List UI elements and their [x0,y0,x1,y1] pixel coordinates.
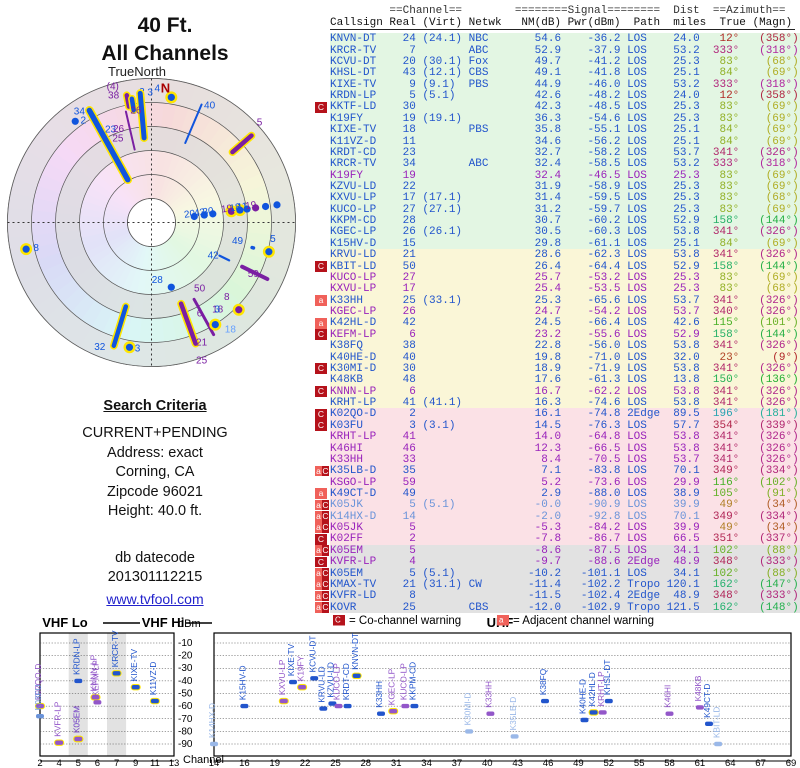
svg-text:= Co-channel warning: = Co-channel warning [349,615,461,627]
svg-text:61: 61 [695,758,706,768]
svg-text:34: 34 [421,758,432,768]
svg-text:C: C [335,616,341,625]
svg-text:52: 52 [604,758,615,768]
svg-text:-90: -90 [178,739,193,750]
svg-text:13: 13 [169,758,180,768]
svg-text:19: 19 [269,758,280,768]
svg-text:KIXE-TV: KIXE-TV [129,648,139,681]
svg-text:58: 58 [664,758,675,768]
svg-text:-80: -80 [178,726,193,737]
svg-text:-70: -70 [178,714,193,725]
svg-text:69: 69 [786,758,797,768]
svg-text:a: a [499,616,504,625]
svg-text:K15HV-D: K15HV-D [238,666,248,701]
svg-text:5: 5 [76,758,81,768]
svg-text:KGEC-LP: KGEC-LP [386,668,396,705]
svg-text:K38FQ: K38FQ [538,668,548,695]
svg-text:K30MI-D: K30MI-D [462,693,472,726]
svg-text:-10: -10 [178,638,193,649]
svg-text:KRCR-TV: KRCR-TV [110,630,120,667]
svg-text:37: 37 [452,758,463,768]
svg-text:KRDN-LP: KRDN-LP [72,638,82,675]
svg-text:43: 43 [512,758,523,768]
svg-text:22: 22 [300,758,311,768]
svg-text:6: 6 [95,758,100,768]
svg-text:KBIT-LD: KBIT-LD [711,707,721,738]
svg-text:KNVN-DT: KNVN-DT [350,633,360,670]
svg-text:K03FU: K03FU [33,684,43,710]
svg-text:K33HH: K33HH [374,681,384,708]
svg-text:2: 2 [37,758,42,768]
svg-text:K46HI: K46HI [663,685,673,708]
svg-text:49: 49 [573,758,584,768]
svg-text:7: 7 [114,758,119,768]
svg-text:4: 4 [56,758,61,768]
svg-text:67: 67 [755,758,766,768]
svg-text:-20: -20 [178,651,193,662]
svg-text:28: 28 [361,758,372,768]
svg-text:KHSL-DT: KHSL-DT [602,660,612,696]
svg-text:-60: -60 [178,701,193,712]
svg-text:K05EM: K05EM [72,706,82,733]
svg-text:VHF Lo: VHF Lo [42,615,88,630]
svg-text:25: 25 [330,758,341,768]
svg-text:= Adjacent channel warning: = Adjacent channel warning [513,615,654,627]
svg-text:K11VZ-D: K11VZ-D [148,662,158,696]
svg-text:dBm: dBm [178,618,201,630]
svg-text:55: 55 [634,758,645,768]
svg-text:31: 31 [391,758,402,768]
svg-text:11: 11 [150,758,160,768]
svg-text:KKPM-CD: KKPM-CD [408,662,418,700]
svg-text:K14HX-D: K14HX-D [207,703,217,738]
svg-text:46: 46 [543,758,554,768]
svg-text:-30: -30 [178,663,193,674]
svg-text:40: 40 [482,758,493,768]
svg-text:KEFM-LP: KEFM-LP [91,660,101,696]
svg-text:KVFR-LP: KVFR-LP [52,701,62,737]
svg-text:Channel: Channel [183,754,224,766]
svg-text:-40: -40 [178,676,193,687]
svg-text:9: 9 [133,758,138,768]
svg-text:K35LB-D: K35LB-D [508,697,518,731]
svg-text:K33HH: K33HH [484,681,494,708]
svg-text:-50: -50 [178,689,193,700]
svg-text:K19FY: K19FY [295,655,305,681]
svg-text:16: 16 [239,758,250,768]
svg-text:64: 64 [725,758,736,768]
